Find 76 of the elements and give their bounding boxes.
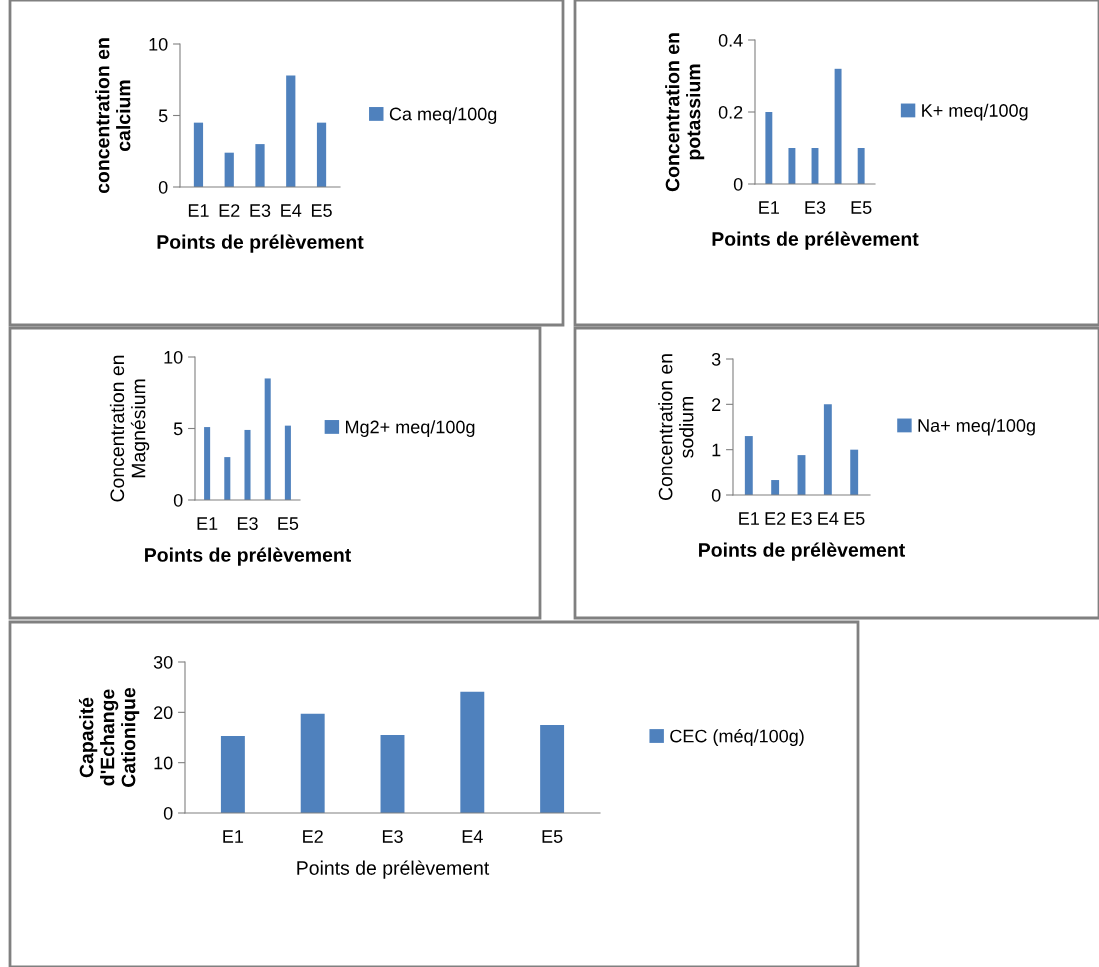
bar <box>300 713 325 813</box>
x-tick-label: E5 <box>311 204 332 217</box>
x-axis-title: Points de prélèvement <box>699 542 905 561</box>
y-axis-title: Capacité d'Echange Cationique <box>78 687 140 787</box>
y-tick-label: 0 <box>173 493 183 507</box>
y-tick-label: 2 <box>712 398 721 411</box>
x-axis-title: Points de prélèvement <box>145 547 351 566</box>
x-tick-label: E5 <box>278 517 299 530</box>
bar <box>193 122 204 187</box>
y-tick-label: 0.4 <box>718 33 743 47</box>
x-tick-label: E5 <box>851 201 872 214</box>
bar <box>224 152 234 187</box>
y-tick-label: 10 <box>154 756 173 770</box>
bar <box>771 480 780 495</box>
x-tick-label: E4 <box>818 512 839 525</box>
y-axis-title: Concentration en potassium <box>665 33 705 192</box>
bar <box>244 429 251 500</box>
y-tick-label: 0 <box>163 806 173 820</box>
bar <box>460 691 485 813</box>
x-axis-title: Points de prélèvement <box>712 231 919 250</box>
x-tick-label: E3 <box>250 204 271 217</box>
y-tick-label: 30 <box>153 655 173 669</box>
y-tick-label: 0 <box>158 180 168 194</box>
x-tick-label: E1 <box>223 830 244 843</box>
y-tick-label: 0 <box>711 488 721 502</box>
x-axis-title: Points de prélèvement <box>157 234 364 253</box>
legend-label: Na+ meq/100g <box>918 418 1035 436</box>
y-tick-label: 1 <box>712 443 721 457</box>
x-tick-label: E3 <box>382 830 403 843</box>
legend-label: K+ meq/100g <box>922 103 1028 121</box>
legend-label: Ca meq/100g <box>389 107 497 124</box>
y-tick-label: 0 <box>733 177 743 191</box>
bar <box>316 122 327 187</box>
x-tick-label: E3 <box>791 512 812 525</box>
x-tick-label: E3 <box>805 201 826 214</box>
x-tick-label: E2 <box>219 204 240 217</box>
bar <box>765 112 773 184</box>
bar <box>857 148 865 184</box>
bar <box>380 734 405 813</box>
x-tick-label: E3 <box>237 517 258 530</box>
x-tick-label: E1 <box>739 512 759 525</box>
bar <box>286 75 296 187</box>
x-axis-title: Points de prélèvement <box>297 860 490 879</box>
bar <box>204 427 211 500</box>
x-tick-label: E1 <box>188 204 209 217</box>
bar <box>850 449 859 495</box>
y-tick-label: 10 <box>164 350 183 364</box>
x-tick-label: E4 <box>281 204 302 217</box>
bar <box>224 457 231 500</box>
bar <box>823 404 832 495</box>
y-tick-label: 0.2 <box>718 105 743 119</box>
y-axis-title: Concentration en Magnésium <box>109 355 150 502</box>
bar <box>834 68 842 184</box>
x-tick-label: E4 <box>462 830 483 843</box>
x-tick-label: E5 <box>844 512 865 525</box>
bar <box>744 436 753 495</box>
x-tick-label: E2 <box>765 512 786 525</box>
legend-label: Mg2+ meq/100g <box>345 420 475 437</box>
bar <box>255 144 265 187</box>
y-tick-label: 20 <box>154 706 173 720</box>
bar <box>540 724 565 813</box>
y-tick-label: 3 <box>711 352 721 366</box>
bar <box>788 148 796 184</box>
y-axis-title: concentration en calcium <box>95 38 131 194</box>
x-tick-label: E2 <box>303 830 323 843</box>
x-tick-label: E1 <box>197 517 218 530</box>
y-tick-label: 5 <box>158 109 168 123</box>
y-axis-title: Concentration en sodium <box>658 354 694 501</box>
x-tick-label: E1 <box>759 201 780 214</box>
bar <box>220 735 245 813</box>
legend-label: CEC (méq/100g) <box>670 728 804 747</box>
bar <box>284 425 291 500</box>
y-tick-label: 5 <box>173 422 183 436</box>
bar <box>264 378 271 500</box>
y-tick-label: 10 <box>149 37 168 51</box>
x-tick-label: E5 <box>542 830 563 843</box>
